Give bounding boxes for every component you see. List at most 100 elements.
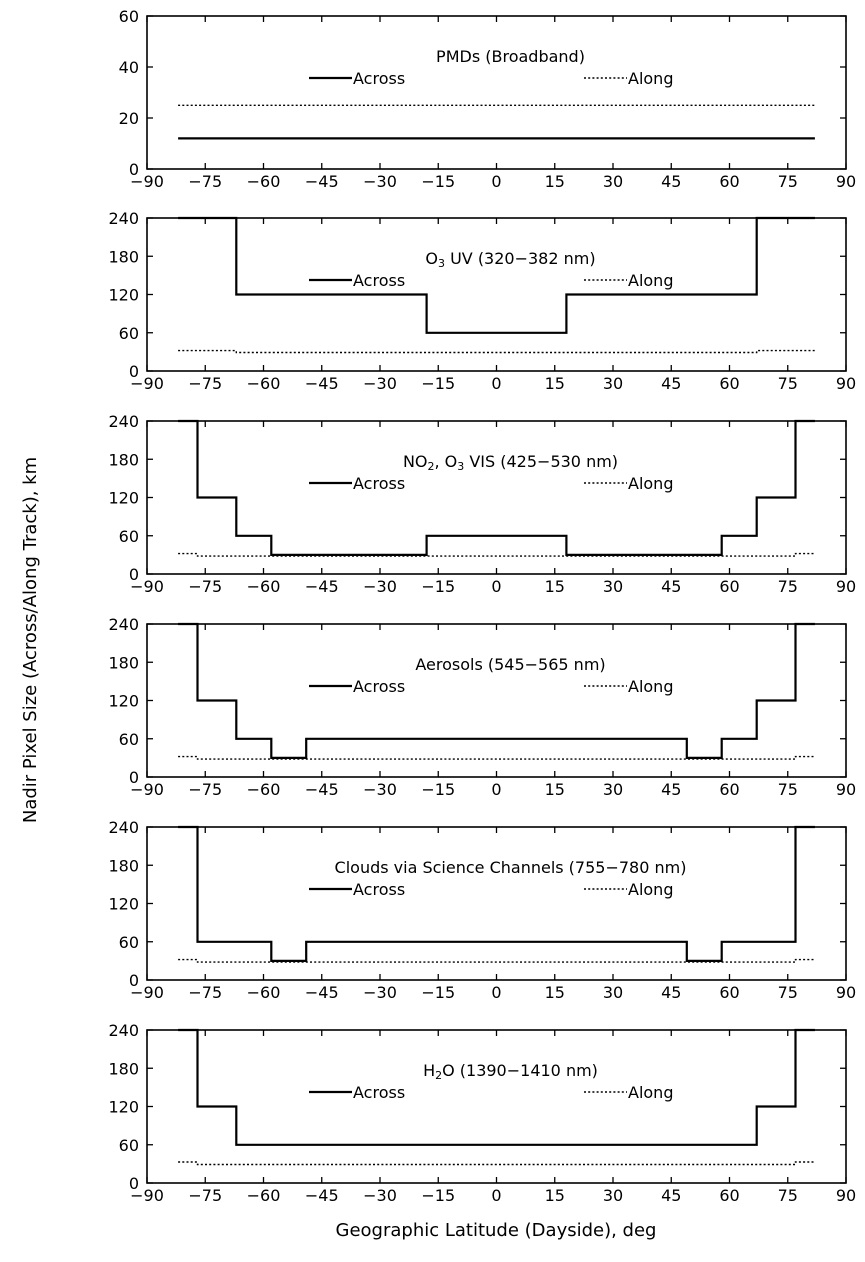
x-tick-label: 15 <box>545 983 565 1002</box>
y-tick-label: 120 <box>108 1098 139 1117</box>
x-tick-label: −30 <box>363 172 397 191</box>
x-tick-label: 15 <box>545 374 565 393</box>
y-tick-label: 60 <box>119 1136 139 1155</box>
x-tick-label: −15 <box>421 780 455 799</box>
x-tick-label: 30 <box>603 577 623 596</box>
x-tick-label: 75 <box>778 577 798 596</box>
x-tick-label: −90 <box>130 172 164 191</box>
across-series-line <box>178 216 815 334</box>
along-series-line <box>178 552 815 557</box>
x-tick-label: 90 <box>836 374 856 393</box>
legend-across-label: Across <box>353 677 405 696</box>
x-tick-label: −45 <box>305 577 339 596</box>
y-tick-label: 60 <box>119 933 139 952</box>
x-tick-label: 30 <box>603 374 623 393</box>
y-axis-title: Nadir Pixel Size (Across/Along Track), k… <box>20 457 41 823</box>
legend-across-label: Across <box>353 271 405 290</box>
title-segment: H <box>423 1061 435 1080</box>
x-tick-label: −45 <box>305 780 339 799</box>
panel-title: Aerosols (545−565 nm) <box>415 655 605 674</box>
along-series-line <box>178 349 815 354</box>
x-tick-label: 75 <box>778 780 798 799</box>
x-tick-label: −75 <box>188 983 222 1002</box>
y-tick-label: 180 <box>108 247 139 266</box>
panels-group: −90 −75 −60 −45 −30 −15 0 15 30 45 60 75 900204060PM… <box>108 7 856 1205</box>
y-tick-label: 180 <box>108 856 139 875</box>
x-tick-label: 15 <box>545 172 565 191</box>
y-tick-label: 240 <box>108 209 139 228</box>
x-tick-label: 45 <box>661 1186 681 1205</box>
x-tick-label: −60 <box>247 172 281 191</box>
x-tick-label: 60 <box>719 983 739 1002</box>
x-tick-label: 0 <box>491 172 501 191</box>
legend-along-label: Along <box>628 1083 673 1102</box>
x-tick-label: 75 <box>778 172 798 191</box>
legend-across-label: Across <box>353 880 405 899</box>
x-tick-label: 0 <box>491 374 501 393</box>
panel-title: PMDs (Broadband) <box>436 47 585 66</box>
title-subscript: 2 <box>428 460 435 473</box>
y-tick-label: 0 <box>129 565 139 584</box>
y-tick-label: 40 <box>119 58 139 77</box>
y-tick-label: 120 <box>108 692 139 711</box>
x-tick-label: −30 <box>363 983 397 1002</box>
along-series-line <box>178 1161 815 1166</box>
x-tick-label: −75 <box>188 780 222 799</box>
title-subscript: 2 <box>435 1069 442 1082</box>
x-tick-label: 45 <box>661 577 681 596</box>
legend-across-label: Across <box>353 1083 405 1102</box>
panel-6: −90 −75 −60 −45 −30 −15 0 15 30 45 60 75 90 0 60 120 180… <box>108 1021 856 1205</box>
across-series-line <box>178 825 815 963</box>
y-tick-label: 240 <box>108 818 139 837</box>
x-tick-label: 90 <box>836 983 856 1002</box>
x-tick-label: 60 <box>719 577 739 596</box>
title-segment: O (1390−1410 nm) <box>442 1061 598 1080</box>
title-subscript: 3 <box>438 257 445 270</box>
x-axis-title: Geographic Latitude (Dayside), deg <box>336 1220 657 1241</box>
title-segment: NO <box>403 452 428 471</box>
y-tick-label: 240 <box>108 412 139 431</box>
x-tick-label: −15 <box>421 1186 455 1205</box>
legend-across-label: Across <box>353 474 405 493</box>
legend-along-label: Along <box>628 69 673 88</box>
x-tick-label: 45 <box>661 780 681 799</box>
y-tick-label: 20 <box>119 109 139 128</box>
x-tick-label: 30 <box>603 1186 623 1205</box>
plot-frame <box>146 1029 847 1184</box>
x-tick-label: 45 <box>661 172 681 191</box>
y-tick-label: 0 <box>129 768 139 787</box>
y-tick-label: 60 <box>119 527 139 546</box>
x-tick-label: −30 <box>363 1186 397 1205</box>
x-tick-label: −75 <box>188 577 222 596</box>
y-tick-label: 60 <box>119 7 139 26</box>
x-tick-label: 60 <box>719 780 739 799</box>
legend-along-label: Along <box>628 880 673 899</box>
x-tick-label: −60 <box>247 983 281 1002</box>
title-segment: , O <box>435 452 458 471</box>
along-series-line <box>178 755 815 760</box>
x-tick-label: −45 <box>305 374 339 393</box>
x-tick-label: −45 <box>305 172 339 191</box>
title-segment: Clouds via Science Channels (755−780 nm) <box>335 858 687 877</box>
y-tick-label: 180 <box>108 450 139 469</box>
panel-title: NO2, O3 VIS (425−530 nm) <box>403 452 618 473</box>
y-tick-label: 0 <box>129 362 139 381</box>
y-tick-label: 60 <box>119 730 139 749</box>
title-segment: UV (320−382 nm) <box>445 249 596 268</box>
title-subscript: 3 <box>457 460 464 473</box>
legend-along-label: Along <box>628 474 673 493</box>
legend-along-label: Along <box>628 677 673 696</box>
x-tick-label: −60 <box>247 1186 281 1205</box>
panel-title: Clouds via Science Channels (755−780 nm) <box>335 858 687 877</box>
y-tick-label: 0 <box>129 1174 139 1193</box>
x-tick-label: −75 <box>188 1186 222 1205</box>
y-tick-label: 120 <box>108 489 139 508</box>
x-tick-label: 90 <box>836 577 856 596</box>
x-tick-label: −90 <box>130 374 164 393</box>
x-tick-label: 30 <box>603 983 623 1002</box>
panel-3: −90 −75 −60 −45 −30 −15 0 15 30 45 60 75 90 0 60 120 180… <box>108 412 856 596</box>
title-segment: VIS (425−530 nm) <box>464 452 618 471</box>
y-tick-label: 180 <box>108 1059 139 1078</box>
panel-title: O3 UV (320−382 nm) <box>425 249 595 270</box>
